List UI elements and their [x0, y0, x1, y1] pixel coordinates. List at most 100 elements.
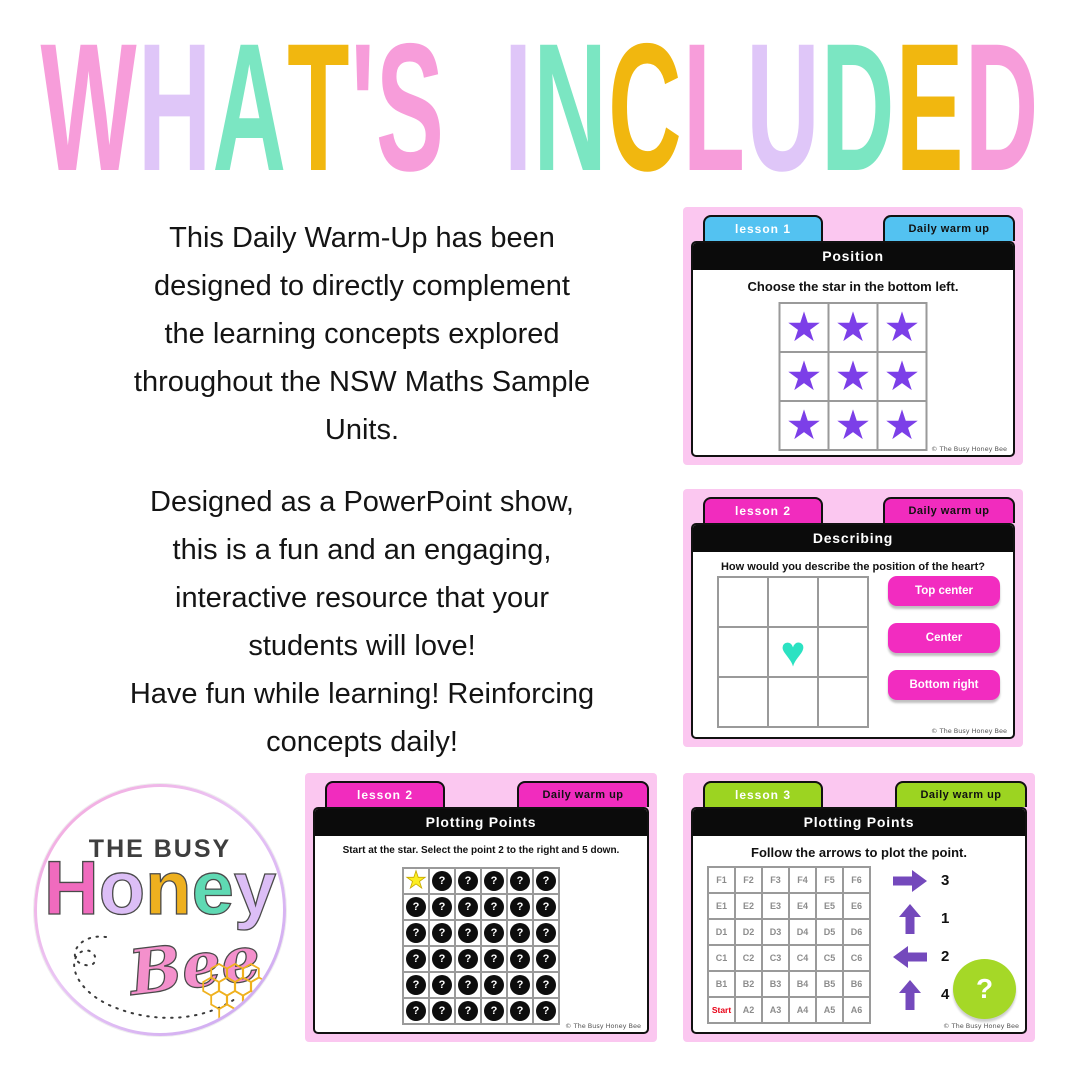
- answer-button[interactable]: Bottom right: [888, 670, 1000, 700]
- question-dot[interactable]: ?: [510, 923, 530, 943]
- question-dot[interactable]: ?: [432, 975, 452, 995]
- question-dot[interactable]: ?: [458, 975, 478, 995]
- star-cell[interactable]: ★: [877, 352, 927, 401]
- question-cell[interactable]: ?: [533, 972, 559, 998]
- question-cell[interactable]: ?: [481, 868, 507, 894]
- star-cell[interactable]: ★: [828, 401, 878, 450]
- question-cell[interactable]: ?: [507, 868, 533, 894]
- question-cell[interactable]: ?: [533, 946, 559, 972]
- question-cell[interactable]: ?: [533, 920, 559, 946]
- question-dot[interactable]: ?: [484, 871, 504, 891]
- question-dot[interactable]: ?: [432, 897, 452, 917]
- question-dot[interactable]: ?: [432, 923, 452, 943]
- lesson-tab[interactable]: lesson 2: [703, 497, 823, 523]
- lesson-tab[interactable]: lesson 1: [703, 215, 823, 241]
- question-dot[interactable]: ?: [484, 975, 504, 995]
- question-dot[interactable]: ?: [432, 871, 452, 891]
- question-cell[interactable]: ?: [507, 972, 533, 998]
- question-cell[interactable]: ?: [403, 946, 429, 972]
- question-dot[interactable]: ?: [406, 975, 426, 995]
- lesson-tab[interactable]: lesson 2: [325, 781, 445, 807]
- star-cell[interactable]: ★: [877, 401, 927, 450]
- star-icon: ★: [405, 867, 427, 894]
- question-dot[interactable]: ?: [536, 923, 556, 943]
- question-cell[interactable]: ?: [403, 998, 429, 1024]
- question-dot[interactable]: ?: [536, 897, 556, 917]
- question-dot[interactable]: ?: [458, 923, 478, 943]
- question-cell[interactable]: ?: [533, 868, 559, 894]
- daily-warm-up-label: Daily warm up: [542, 789, 624, 801]
- lesson-tab[interactable]: lesson 3: [703, 781, 823, 807]
- question-cell[interactable]: ?: [403, 894, 429, 920]
- question-cell[interactable]: ?: [429, 868, 455, 894]
- question-dot[interactable]: ?: [510, 1001, 530, 1021]
- daily-warm-up-tab[interactable]: Daily warm up: [895, 781, 1027, 807]
- question-dot[interactable]: ?: [406, 949, 426, 969]
- question-cell[interactable]: ?: [507, 920, 533, 946]
- question-dot[interactable]: ?: [536, 975, 556, 995]
- question-dot[interactable]: ?: [510, 871, 530, 891]
- daily-warm-up-tab[interactable]: Daily warm up: [883, 497, 1015, 523]
- question-dot[interactable]: ?: [510, 949, 530, 969]
- star-cell[interactable]: ★: [828, 352, 878, 401]
- question-cell[interactable]: ?: [429, 998, 455, 1024]
- question-cell[interactable]: ?: [507, 894, 533, 920]
- question-cell[interactable]: ?: [481, 920, 507, 946]
- question-cell[interactable]: ?: [455, 920, 481, 946]
- question-dot[interactable]: ?: [536, 871, 556, 891]
- question-dot[interactable]: ?: [406, 923, 426, 943]
- question-dot[interactable]: ?: [458, 897, 478, 917]
- coordinate-cell: D5: [816, 919, 843, 945]
- question-dot[interactable]: ?: [432, 1001, 452, 1021]
- question-cell[interactable]: ?: [455, 972, 481, 998]
- question-cell[interactable]: ?: [533, 894, 559, 920]
- arrow-right-icon: [893, 869, 927, 892]
- question-cell[interactable]: ?: [481, 946, 507, 972]
- question-dot[interactable]: ?: [458, 949, 478, 969]
- question-cell[interactable]: ?: [481, 972, 507, 998]
- question-cell[interactable]: ?: [429, 972, 455, 998]
- question-dot[interactable]: ?: [484, 1001, 504, 1021]
- question-dot[interactable]: ?: [458, 1001, 478, 1021]
- question-dot[interactable]: ?: [458, 871, 478, 891]
- question-dot[interactable]: ?: [484, 897, 504, 917]
- question-dot[interactable]: ?: [406, 897, 426, 917]
- question-dot[interactable]: ?: [510, 897, 530, 917]
- question-dot[interactable]: ?: [406, 1001, 426, 1021]
- question-cell[interactable]: ?: [507, 998, 533, 1024]
- question-cell[interactable]: ?: [481, 998, 507, 1024]
- question-cell[interactable]: ?: [429, 946, 455, 972]
- question-cell[interactable]: ?: [403, 972, 429, 998]
- question-cell[interactable]: ?: [455, 868, 481, 894]
- question-cell[interactable]: ?: [455, 946, 481, 972]
- star-cell[interactable]: ★: [779, 352, 829, 401]
- daily-warm-up-tab[interactable]: Daily warm up: [883, 215, 1015, 241]
- star-cell[interactable]: ★: [877, 303, 927, 352]
- question-cell[interactable]: ?: [403, 920, 429, 946]
- daily-warm-up-tab[interactable]: Daily warm up: [517, 781, 649, 807]
- question-cell[interactable]: ?: [507, 946, 533, 972]
- question-dot[interactable]: ?: [536, 1001, 556, 1021]
- bee-trail-icon: [73, 935, 236, 1019]
- answer-button[interactable]: Top center: [888, 576, 1000, 606]
- question-cell[interactable]: ?: [429, 894, 455, 920]
- question-dot[interactable]: ?: [510, 975, 530, 995]
- mystery-answer-circle[interactable]: ?: [953, 959, 1016, 1019]
- question-cell[interactable]: ?: [481, 894, 507, 920]
- question-cell[interactable]: ?: [429, 920, 455, 946]
- lesson-tab-label: lesson 2: [734, 504, 792, 518]
- question-cell[interactable]: ?: [455, 894, 481, 920]
- question-dot[interactable]: ?: [432, 949, 452, 969]
- card-tabs: lesson 1 Daily warm up: [691, 215, 1015, 241]
- question-dot[interactable]: ?: [536, 949, 556, 969]
- question-dot[interactable]: ?: [484, 949, 504, 969]
- question-cell[interactable]: ?: [533, 998, 559, 1024]
- star-cell[interactable]: ★: [779, 303, 829, 352]
- star-cell[interactable]: ★: [828, 303, 878, 352]
- question-cell[interactable]: ?: [455, 998, 481, 1024]
- coordinate-cell: B6: [843, 971, 870, 997]
- question-dot[interactable]: ?: [484, 923, 504, 943]
- answer-button[interactable]: Center: [888, 623, 1000, 653]
- coordinate-cell: E2: [735, 893, 762, 919]
- star-cell[interactable]: ★: [779, 401, 829, 450]
